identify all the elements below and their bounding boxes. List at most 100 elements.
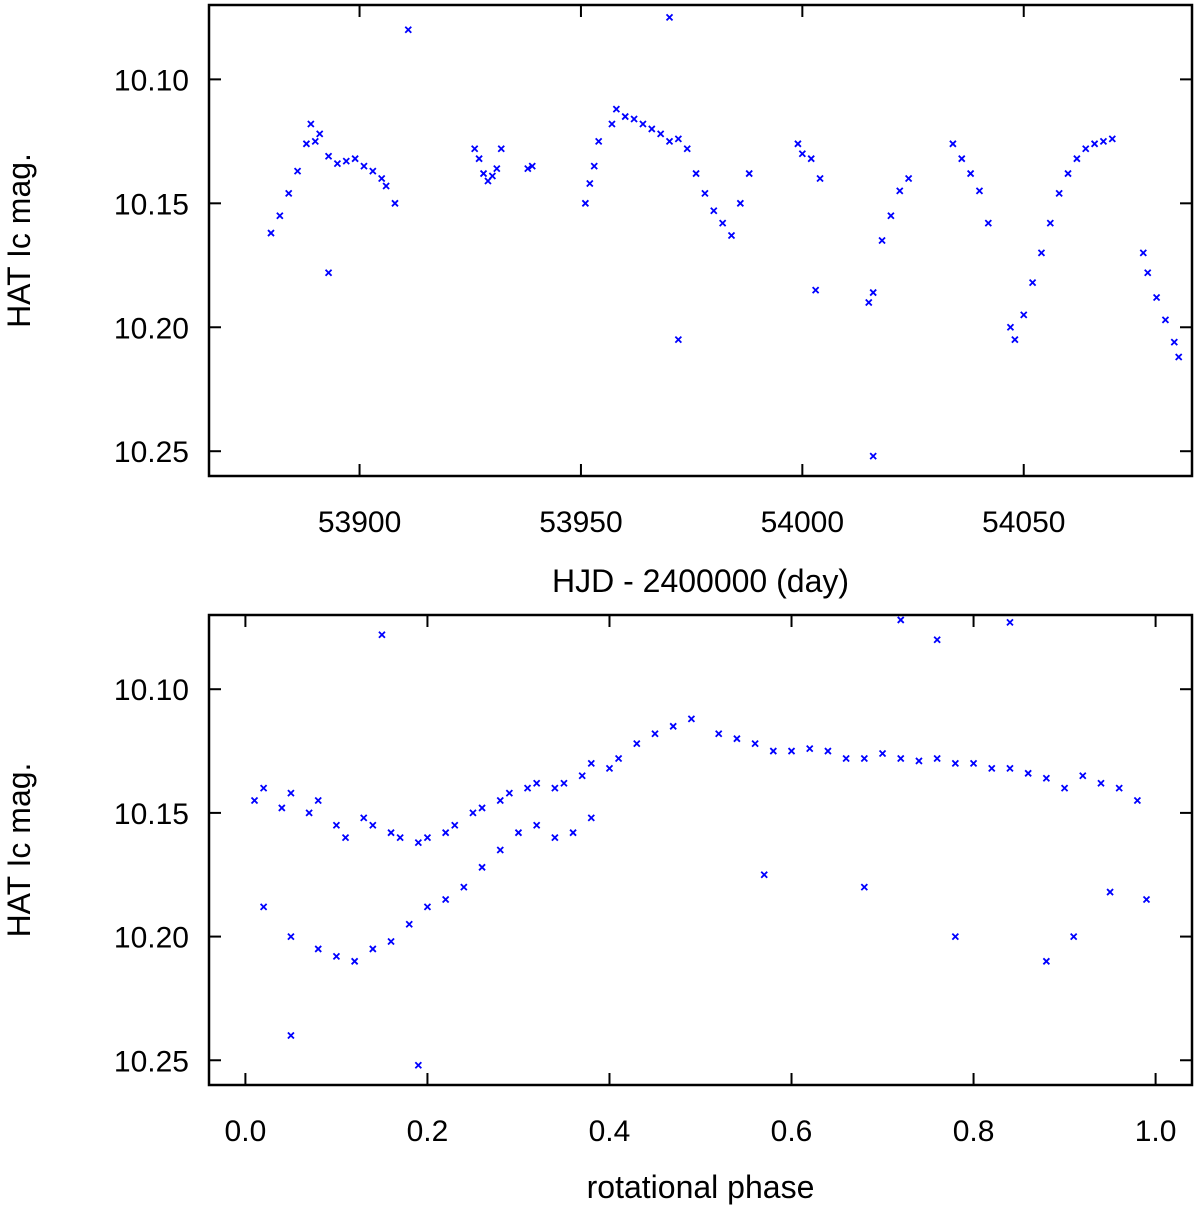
data-point [692,169,700,178]
data-point [1011,336,1019,344]
data-point [478,804,486,812]
data-point [1090,140,1099,148]
data-point [745,169,753,178]
data-point [442,895,450,904]
data-point [719,219,727,227]
x-tick-label: 0.4 [589,1115,631,1148]
data-point [293,167,302,175]
data-point [496,796,504,805]
data-point [816,174,824,183]
data-point [1099,137,1108,145]
data-point [332,952,341,961]
data-point [896,187,904,195]
data-point [949,140,957,148]
data-point [471,145,479,153]
data-point [586,179,594,188]
data-point [587,814,595,822]
y-axis-title: HAT Ic mag. [1,153,37,328]
data-point [523,784,532,792]
data-point [612,105,621,113]
data-point [423,903,432,911]
data-point [1006,764,1014,773]
data-point [250,796,259,805]
data-point [497,145,505,153]
data-point [276,212,284,220]
data-point [633,739,641,748]
data-point [1037,249,1046,257]
data-point [869,288,877,297]
data-point [1152,293,1161,302]
data-point [360,814,368,822]
data-point [806,744,814,753]
data-point [710,207,718,215]
data-point [488,172,497,180]
data-point [798,150,806,158]
data-point [811,286,820,294]
x-tick-label: 53900 [318,506,401,539]
data-point [551,784,559,792]
data-point [897,754,905,763]
data-point [1006,323,1015,331]
data-point [332,821,341,829]
data-point [414,1061,422,1069]
data-point [378,631,386,639]
y-axis-title: HAT Ic mag. [1,763,37,938]
data-point [951,759,959,768]
data-point [760,871,768,879]
data-point [259,903,268,911]
data-point [587,759,595,768]
y-tick-label: 10.25 [114,436,189,469]
data-point [736,199,744,207]
data-point [1020,311,1028,319]
y-tick-label: 10.20 [114,922,189,955]
data-point [1097,779,1105,787]
x-tick-label: 54050 [982,506,1065,539]
data-point [341,833,350,842]
data-point [404,26,412,34]
data-point [378,174,386,183]
data-point [595,137,603,145]
data-point [578,772,586,780]
data-point [342,157,350,165]
data-point [824,747,832,755]
data-point [897,616,905,624]
data-point [493,164,501,173]
data-point [267,229,275,237]
data-point [887,212,895,220]
data-point [314,945,322,953]
data-point [414,838,422,847]
data-point [605,764,614,773]
data-point [621,112,629,121]
data-point [324,152,333,160]
data-point [1139,249,1147,257]
data-point [933,754,941,763]
data-point [1133,796,1142,805]
data-point [496,846,504,854]
data-point [287,789,295,797]
data-point [1042,774,1051,782]
data-point [674,336,682,344]
data-point [533,821,541,829]
data-point [878,749,887,758]
y-tick-label: 10.25 [114,1045,189,1078]
data-point [1055,189,1063,198]
x-axis-title: rotational phase [587,1169,815,1205]
data-point [639,120,647,128]
data-point [369,821,377,829]
plot-frame [207,613,1194,1087]
data-point [1028,279,1037,287]
data-point [665,137,674,145]
data-point [608,120,616,128]
data-point [1073,155,1081,163]
data-point [360,162,368,170]
data-point [842,754,850,763]
data-point [302,140,311,148]
data-point [787,747,796,755]
data-point [614,754,623,763]
data-point [674,135,682,143]
data-point [460,883,468,891]
data-point [1060,784,1069,792]
data-point [314,796,322,805]
data-point [569,829,577,837]
